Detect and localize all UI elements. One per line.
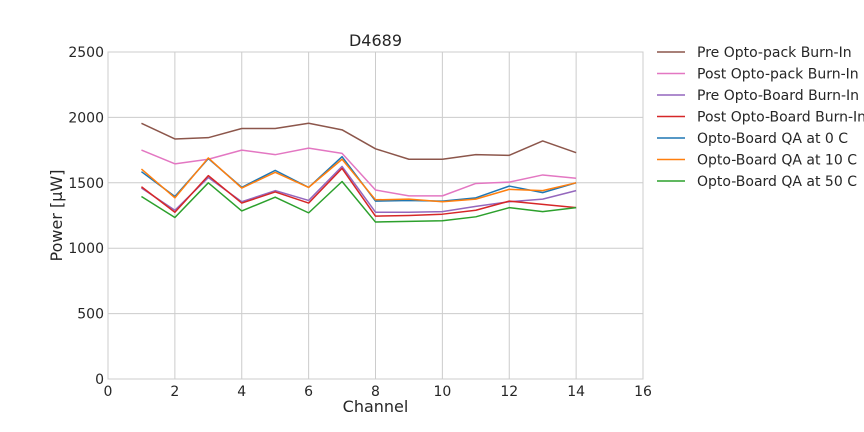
series-line-7 (141, 180, 577, 223)
series-line-6 (140, 157, 577, 203)
x-tick-label: 16 (634, 384, 652, 400)
x-tick-label: 14 (567, 384, 585, 400)
x-tick-labels: 0 2 4 6 8 10 12 14 16 (104, 384, 652, 400)
y-tick-label: 0 (95, 372, 104, 388)
x-tick-label: 2 (170, 384, 179, 400)
y-tick-label: 2000 (68, 110, 104, 126)
chart-title: D4689 (349, 31, 402, 50)
x-tick-label: 4 (237, 384, 246, 400)
legend-label-2: Post Opto-pack Burn-In (697, 67, 859, 83)
plot-frame (107, 51, 644, 380)
y-tick-label: 1000 (68, 241, 104, 257)
legend-label-1: Pre Opto-pack Burn-In (697, 45, 852, 61)
x-tick-label: 8 (371, 384, 380, 400)
x-axis-label: Channel (343, 397, 409, 416)
x-tick-label: 0 (104, 384, 113, 400)
legend-label-4: Post Opto-Board Burn-In (697, 110, 864, 126)
series-line-2 (141, 147, 577, 197)
series-line-1 (141, 122, 577, 161)
y-tick-label: 2500 (68, 45, 104, 61)
y-tick-labels: 0 500 1000 1500 2000 2500 (68, 45, 104, 388)
legend-label-3: Pre Opto-Board Burn-In (697, 88, 859, 104)
legend: Pre Opto-pack Burn-In Post Opto-pack Burn… (657, 45, 864, 190)
x-tick-label: 10 (433, 384, 451, 400)
series-line-4 (140, 167, 577, 217)
legend-label-7: Opto-Board QA at 50 C (697, 174, 857, 190)
x-tick-label: 6 (304, 384, 313, 400)
x-tick-label: 12 (500, 384, 518, 400)
y-tick-label: 1500 (68, 176, 104, 192)
y-axis-label: Power [μW] (47, 170, 66, 262)
legend-label-6: Opto-Board QA at 10 C (697, 153, 857, 169)
y-tick-label: 500 (77, 307, 104, 323)
legend-label-5: Opto-Board QA at 0 C (697, 131, 848, 147)
series-layer (140, 122, 577, 223)
